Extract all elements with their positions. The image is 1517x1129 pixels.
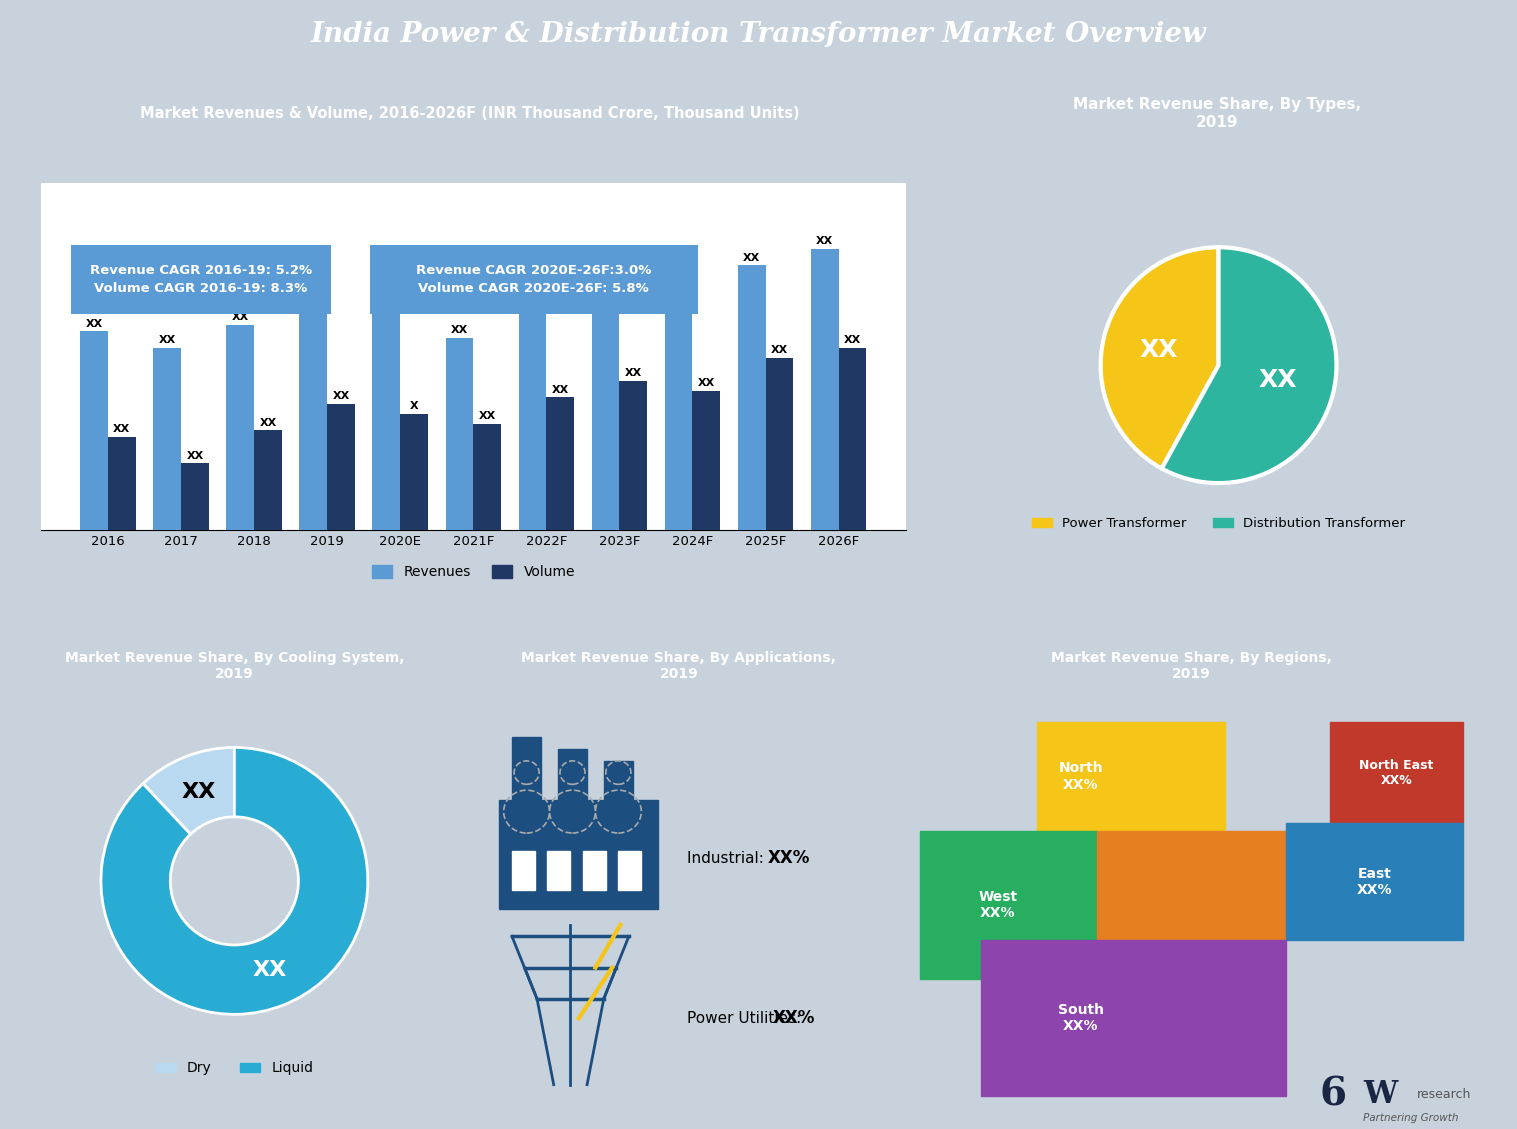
FancyBboxPatch shape xyxy=(356,243,711,317)
Bar xyxy=(373,298,400,530)
Text: XX: XX xyxy=(187,450,203,461)
Bar xyxy=(511,850,536,890)
Text: XX: XX xyxy=(253,961,287,980)
Text: North
XX%: North XX% xyxy=(1059,761,1103,791)
Text: XX: XX xyxy=(671,269,687,279)
Bar xyxy=(299,305,328,530)
Text: Market Revenue Share, By Applications,
2019: Market Revenue Share, By Applications, 2… xyxy=(522,651,836,682)
Legend: Dry, Liquid: Dry, Liquid xyxy=(150,1056,319,1080)
Bar xyxy=(181,463,209,530)
Text: Market Revenue Share, By Types,
2019: Market Revenue Share, By Types, 2019 xyxy=(1074,97,1361,130)
Wedge shape xyxy=(102,747,367,1014)
Bar xyxy=(546,397,573,530)
Bar xyxy=(108,437,137,530)
Text: South
XX%: South XX% xyxy=(1057,1004,1104,1033)
Text: XX: XX xyxy=(552,385,569,395)
Legend: Power Transformer, Distribution Transformer: Power Transformer, Distribution Transfor… xyxy=(1027,511,1411,535)
Text: XX: XX xyxy=(159,335,176,345)
Bar xyxy=(810,248,839,530)
Bar xyxy=(153,348,181,530)
Text: XX: XX xyxy=(451,325,469,335)
Text: XX: XX xyxy=(816,236,833,246)
FancyBboxPatch shape xyxy=(61,243,341,317)
Bar xyxy=(255,430,282,530)
Text: XX%: XX% xyxy=(768,849,810,867)
Bar xyxy=(619,380,648,530)
Text: XX: XX xyxy=(305,292,322,303)
Text: XX: XX xyxy=(771,345,787,356)
Polygon shape xyxy=(1036,721,1224,831)
Text: East
XX%: East XX% xyxy=(1356,867,1393,896)
Bar xyxy=(519,312,546,530)
Bar xyxy=(400,414,428,530)
Text: Revenue CAGR 2020E-26F:3.0%
Volume CAGR 2020E-26F: 5.8%: Revenue CAGR 2020E-26F:3.0% Volume CAGR … xyxy=(416,264,651,296)
Text: XX: XX xyxy=(625,368,642,378)
Text: XX: XX xyxy=(259,418,276,428)
Text: XX: XX xyxy=(1259,368,1297,393)
Text: West
XX%: West XX% xyxy=(978,890,1018,920)
Polygon shape xyxy=(1330,721,1462,823)
Text: research: research xyxy=(1417,1088,1471,1102)
Text: XX: XX xyxy=(1139,338,1179,362)
Bar xyxy=(226,325,255,530)
Text: Partnering Growth: Partnering Growth xyxy=(1362,1113,1458,1123)
Bar xyxy=(446,338,473,530)
Polygon shape xyxy=(1097,831,1286,940)
Bar xyxy=(692,391,721,530)
Text: XX: XX xyxy=(332,392,350,401)
Text: Market Revenue Share, By Cooling System,
2019: Market Revenue Share, By Cooling System,… xyxy=(65,651,404,682)
Text: North East
XX%: North East XX% xyxy=(1359,759,1434,787)
Text: XX: XX xyxy=(843,335,862,345)
Text: Market Revenue Share, By Regions,
2019: Market Revenue Share, By Regions, 2019 xyxy=(1051,651,1332,682)
Text: 6: 6 xyxy=(1320,1076,1347,1114)
Text: Industrial:: Industrial: xyxy=(687,851,769,866)
Text: Power Utilities:: Power Utilities: xyxy=(687,1010,807,1026)
Legend: Revenues, Volume: Revenues, Volume xyxy=(366,560,581,585)
Text: XX: XX xyxy=(478,411,496,421)
Wedge shape xyxy=(1101,247,1218,469)
Bar xyxy=(328,404,355,530)
Text: XX: XX xyxy=(378,286,394,296)
Text: XX: XX xyxy=(523,299,542,309)
Text: XX: XX xyxy=(596,279,614,289)
Text: W: W xyxy=(1362,1079,1397,1110)
Wedge shape xyxy=(1162,247,1336,483)
Bar xyxy=(558,750,587,800)
Bar xyxy=(619,850,642,890)
Text: XX: XX xyxy=(85,318,103,329)
Text: X: X xyxy=(410,401,419,411)
Bar xyxy=(80,331,108,530)
Text: XX: XX xyxy=(114,425,130,435)
Bar xyxy=(583,850,605,890)
Text: XX: XX xyxy=(743,253,760,263)
Polygon shape xyxy=(1286,823,1462,940)
Polygon shape xyxy=(921,831,1097,979)
Polygon shape xyxy=(981,940,1286,1096)
Bar xyxy=(548,850,570,890)
Text: XX%: XX% xyxy=(772,1009,815,1027)
Text: XX: XX xyxy=(698,378,715,388)
Bar xyxy=(473,423,501,530)
Bar xyxy=(737,265,766,530)
Text: XX: XX xyxy=(182,781,215,802)
Bar xyxy=(592,291,619,530)
Text: Revenue CAGR 2016-19: 5.2%
Volume CAGR 2016-19: 8.3%: Revenue CAGR 2016-19: 5.2% Volume CAGR 2… xyxy=(90,264,313,296)
Text: Market Revenues & Volume, 2016-2026F (INR Thousand Crore, Thousand Units): Market Revenues & Volume, 2016-2026F (IN… xyxy=(140,106,799,121)
Bar xyxy=(766,358,793,530)
Text: India Power & Distribution Transformer Market Overview: India Power & Distribution Transformer M… xyxy=(311,21,1206,49)
Text: XX: XX xyxy=(232,312,249,322)
Bar xyxy=(664,282,692,530)
Bar xyxy=(839,348,866,530)
Bar xyxy=(511,737,542,800)
Bar xyxy=(604,761,633,800)
Wedge shape xyxy=(143,747,234,834)
Bar xyxy=(499,800,658,909)
